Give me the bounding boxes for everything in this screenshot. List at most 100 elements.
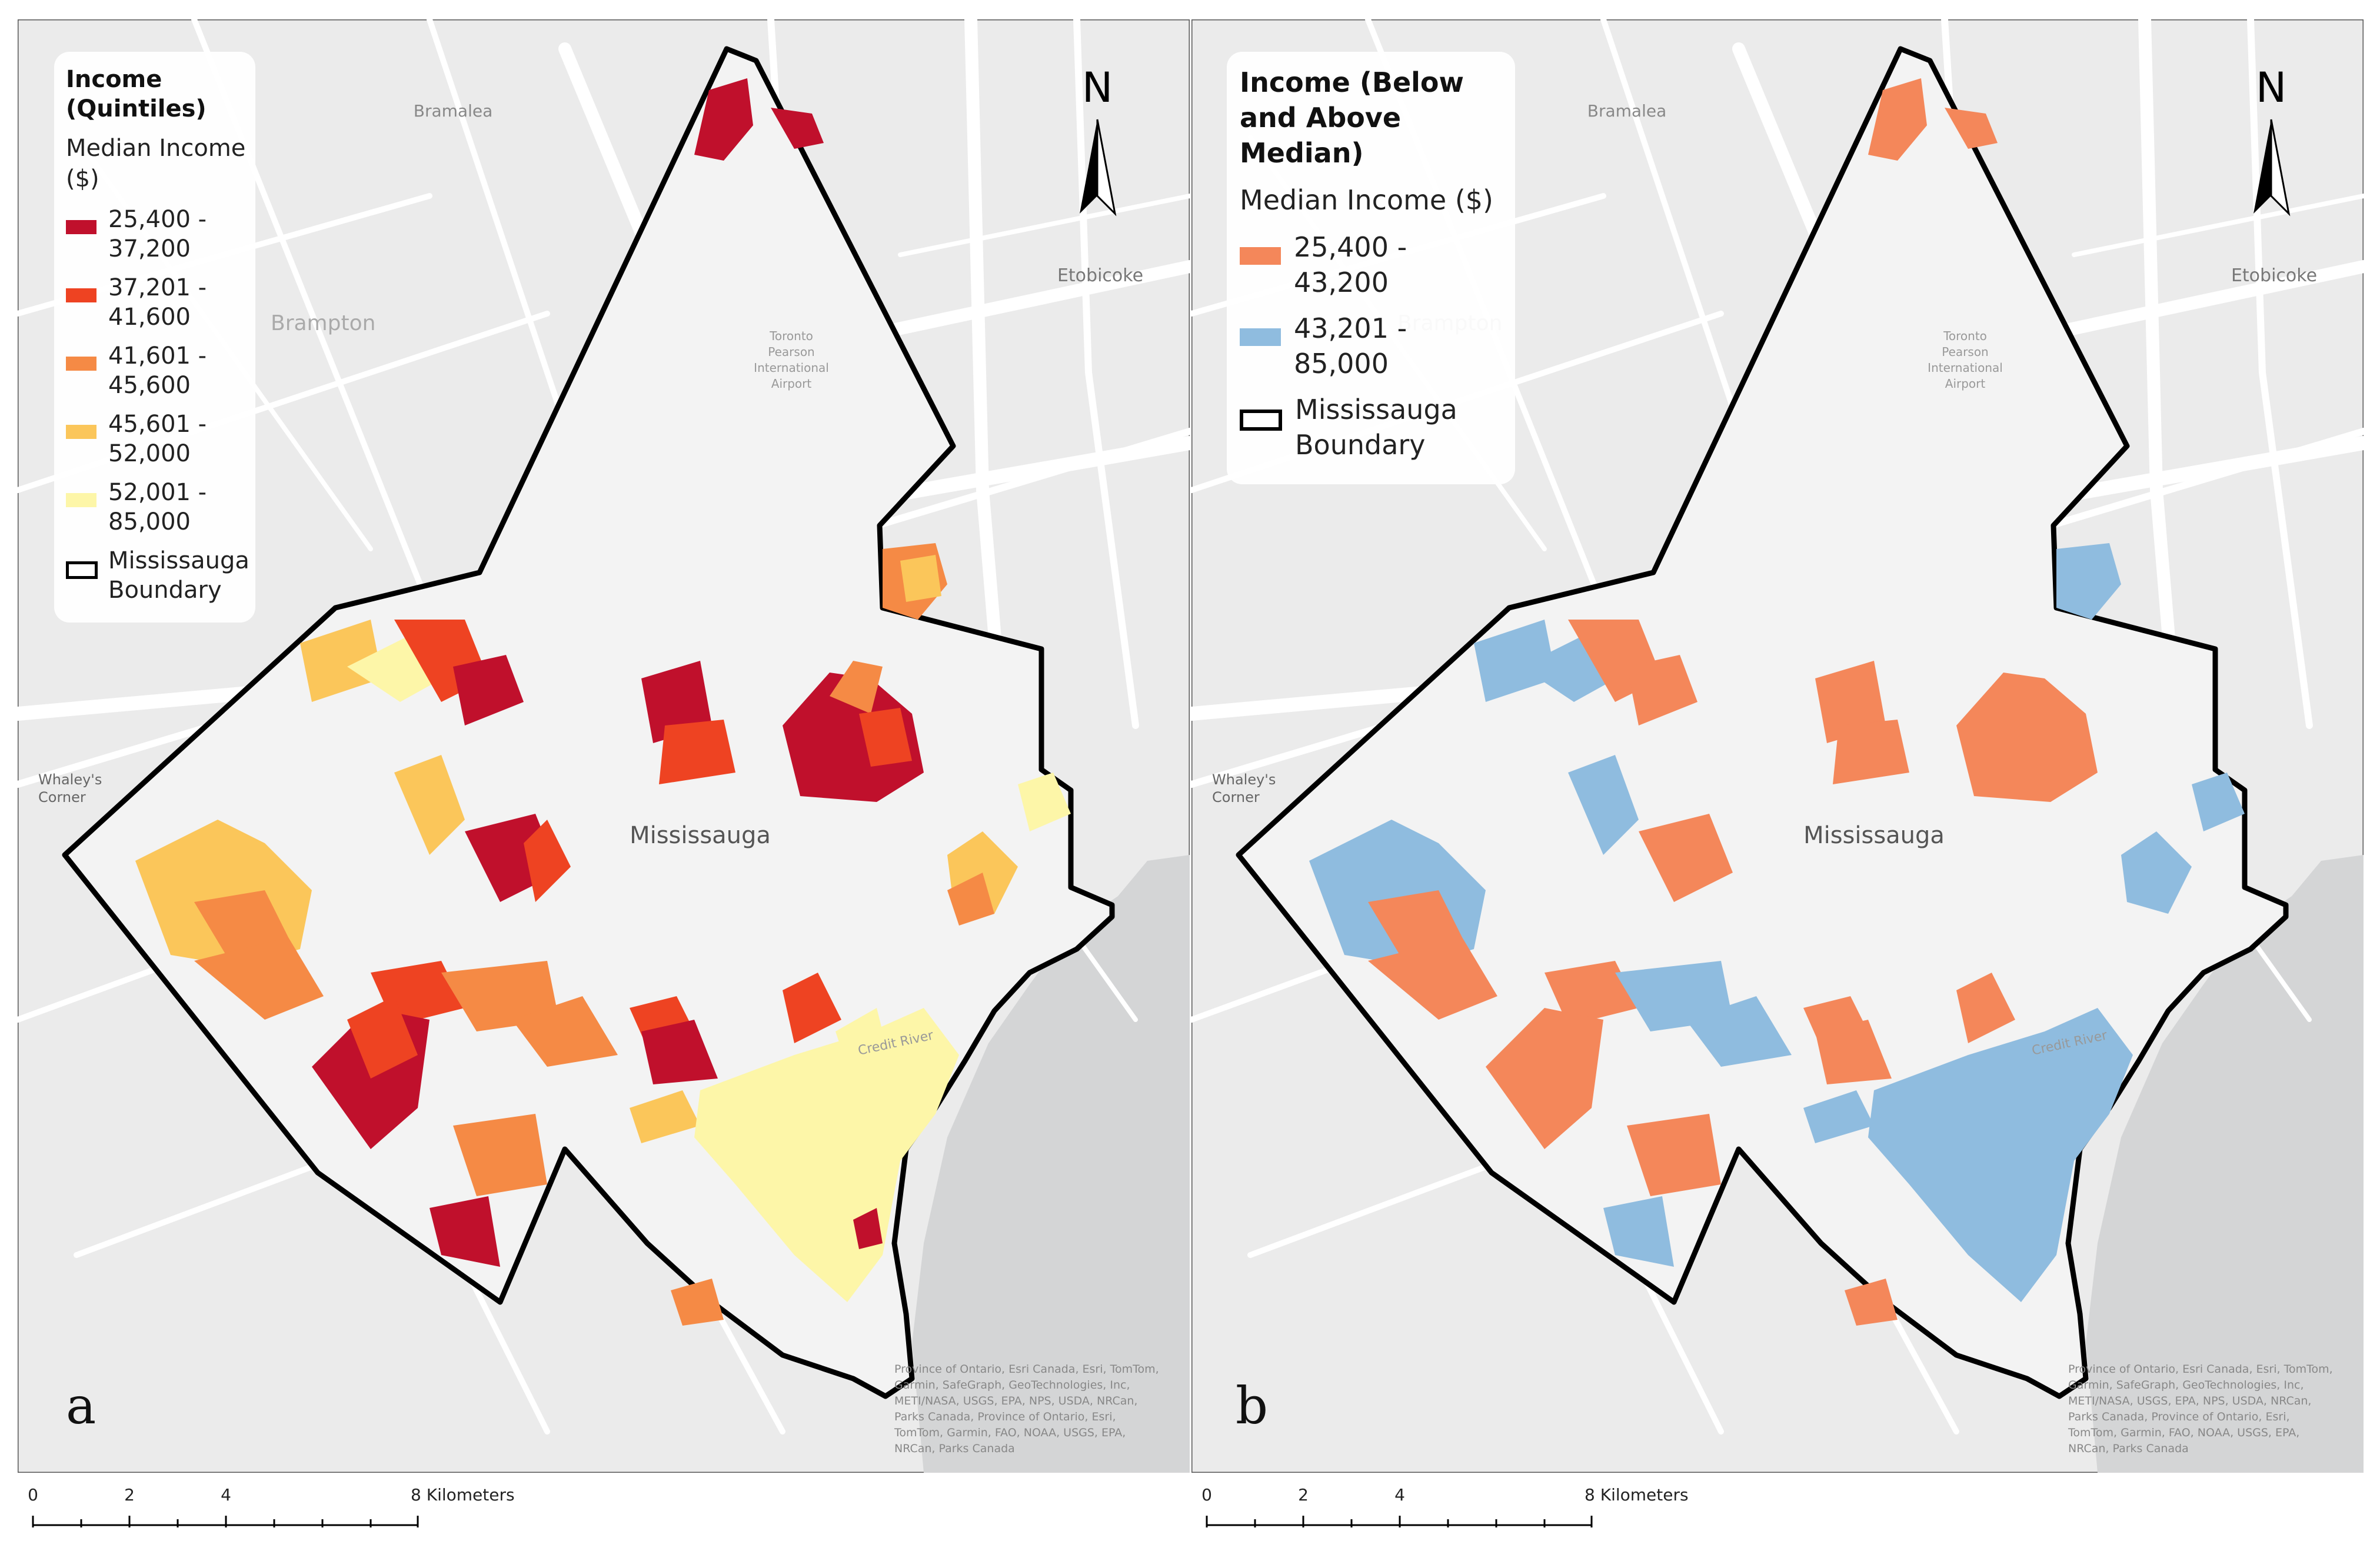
tract: [783, 673, 924, 802]
legend-item-boundary: Mississauga Boundary: [1240, 392, 1457, 462]
tract: [1945, 108, 1998, 149]
legend-label: 37,201 - 41,600: [108, 274, 207, 331]
scale-tick-label: 4: [1394, 1485, 1405, 1505]
label-etobicoke: Etobicoke: [1057, 265, 1143, 286]
tract: [1486, 1008, 1603, 1149]
legend-item: 43,201 - 85,000: [1240, 311, 1407, 381]
tract: [453, 1114, 547, 1196]
tract: [1603, 1196, 1674, 1267]
north-arrow-label: N: [2256, 64, 2286, 112]
tract: [694, 78, 753, 161]
legend-swatch: [66, 288, 96, 302]
tract: [1868, 1008, 2133, 1302]
tract: [2056, 543, 2121, 620]
panel-label-b: b: [1236, 1377, 1269, 1436]
label-bramalea: Bramalea: [1587, 101, 1666, 121]
tract: [430, 1196, 500, 1267]
legend-swatch: [1240, 247, 1281, 265]
tract: [1627, 1114, 1721, 1196]
tract: [1627, 655, 1697, 725]
legend-item-boundary: Mississauga Boundary: [66, 546, 249, 605]
tract: [300, 620, 382, 702]
legend-panel-b: Income (Below and Above Median) Median I…: [1227, 52, 1515, 484]
scale-tick-label: 0: [1201, 1485, 1212, 1505]
legend-swatch-boundary: [66, 561, 98, 579]
lake-ontario: [2086, 855, 2364, 1473]
legend-item: 52,001 - 85,000: [66, 478, 207, 537]
scale-tick-label: 4: [221, 1485, 231, 1505]
tract: [630, 1090, 700, 1143]
legend-swatch-boundary: [1240, 410, 1282, 431]
legend-label: 41,601 - 45,600: [108, 342, 207, 399]
legend-title: Income (Below and Above Median): [1240, 66, 1464, 169]
tract: [830, 661, 883, 714]
label-whaleys-corner: Whaley's Corner: [1212, 771, 1276, 806]
legend-item: 25,400 - 43,200: [1240, 229, 1407, 300]
legend-item: 25,400 - 37,200: [66, 205, 207, 264]
scale-tick-label: 0: [28, 1485, 38, 1505]
legend-swatch: [66, 357, 96, 371]
map-panel-a: Bramalea Brampton Etobicoke Mississauga …: [18, 19, 1190, 1473]
scale-bar-b: 0 2 4 8 Kilometers: [1201, 1485, 1689, 1527]
tract: [659, 720, 735, 784]
tract: [524, 820, 571, 902]
legend-swatch: [66, 425, 96, 439]
label-bramalea: Bramalea: [414, 101, 492, 121]
legend-label: Mississauga Boundary: [1295, 394, 1457, 461]
tract: [2121, 831, 2192, 914]
tract: [1686, 996, 1792, 1067]
tract: [1368, 937, 1497, 1020]
tract: [1018, 773, 1071, 831]
legend-title: Income (Quintiles): [66, 66, 207, 122]
tract: [1833, 720, 1909, 784]
legend-label: 25,400 - 37,200: [108, 206, 207, 262]
tract: [859, 708, 912, 767]
legend-item: 45,601 - 52,000: [66, 410, 207, 468]
tract: [194, 937, 324, 1020]
scale-tick-label: 8 Kilometers: [1585, 1485, 1689, 1505]
scale-bar-a: 0 2 4 8 Kilometers: [28, 1485, 515, 1527]
tract: [1544, 961, 1639, 1026]
lake-ontario: [912, 855, 1190, 1473]
legend-label: 45,601 - 52,000: [108, 411, 207, 467]
legend-label: 25,400 - 43,200: [1294, 231, 1407, 298]
tract: [947, 873, 994, 926]
tract: [512, 996, 618, 1067]
tract: [347, 996, 418, 1079]
legend-label: Mississauga Boundary: [108, 547, 249, 604]
income-tracts-b: [1309, 78, 2245, 1326]
tract: [1474, 620, 1556, 702]
legend-subtitle: Median Income ($): [66, 135, 246, 192]
legend-swatch: [66, 220, 96, 234]
tract: [1639, 814, 1733, 902]
legend-item: 37,201 - 41,600: [66, 273, 207, 332]
label-airport: Toronto Pearson International Airport: [754, 329, 829, 391]
tract: [394, 755, 465, 855]
north-arrow-icon: [2253, 119, 2271, 214]
label-mississauga: Mississauga: [630, 822, 771, 849]
tract: [694, 1008, 959, 1302]
tract: [1803, 1090, 1874, 1143]
tract: [853, 1208, 883, 1249]
tract: [1568, 755, 1639, 855]
label-airport: Toronto Pearson International Airport: [1928, 329, 2003, 391]
legend-label: 43,201 - 85,000: [1294, 312, 1407, 380]
north-arrow-icon-half: [2270, 119, 2291, 217]
income-tracts-a: [135, 78, 1071, 1326]
tract: [1845, 1279, 1898, 1326]
tract: [1868, 78, 1927, 161]
scale-tick-label: 2: [124, 1485, 135, 1505]
tract: [453, 655, 524, 725]
legend-subtitle: Median Income ($): [1240, 184, 1493, 216]
north-arrow-icon: [1080, 119, 1097, 214]
scale-tick-label: 8 Kilometers: [411, 1485, 515, 1505]
tract: [771, 108, 824, 149]
north-arrow: N: [2253, 64, 2291, 217]
panel-label-a: a: [66, 1377, 96, 1436]
legend-item: 41,601 - 45,600: [66, 341, 207, 400]
tract: [836, 1008, 888, 1067]
tract: [671, 1279, 724, 1326]
label-whaleys-corner: Whaley's Corner: [38, 771, 102, 806]
tract: [1956, 973, 2015, 1043]
scale-tick-label: 2: [1298, 1485, 1309, 1505]
